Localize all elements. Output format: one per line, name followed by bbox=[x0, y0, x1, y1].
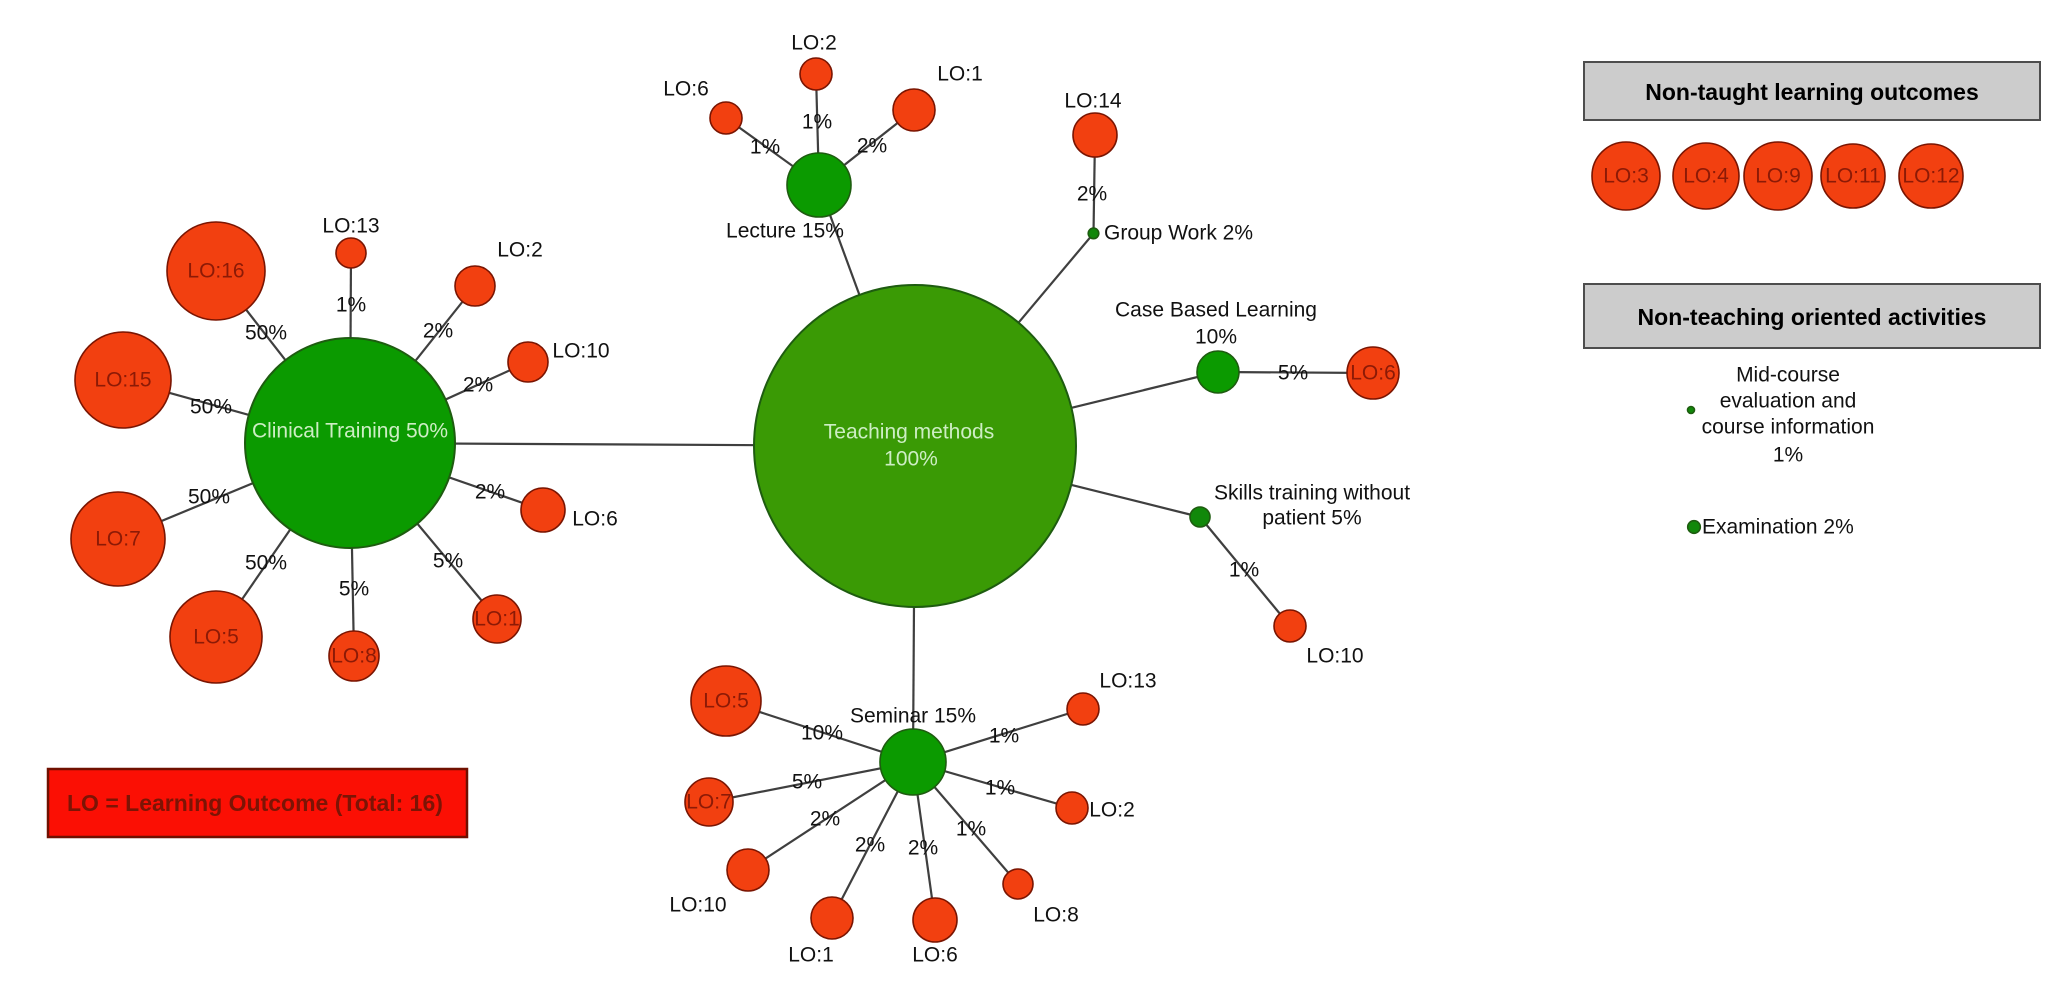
svg-text:Teaching methods: Teaching methods bbox=[824, 421, 994, 444]
svg-text:LO:6: LO:6 bbox=[1350, 362, 1396, 385]
svg-text:LO:15: LO:15 bbox=[94, 369, 151, 392]
svg-text:LO:10: LO:10 bbox=[1306, 645, 1363, 668]
svg-text:LO:6: LO:6 bbox=[663, 78, 709, 101]
svg-text:50%: 50% bbox=[190, 396, 232, 419]
svg-text:2%: 2% bbox=[423, 320, 453, 343]
svg-text:Non-taught learning outcomes: Non-taught learning outcomes bbox=[1645, 79, 1979, 105]
svg-text:1%: 1% bbox=[956, 818, 986, 841]
svg-text:Examination 2%: Examination 2% bbox=[1702, 516, 1854, 539]
svg-text:patient 5%: patient 5% bbox=[1262, 507, 1361, 530]
svg-text:5%: 5% bbox=[1278, 362, 1308, 385]
svg-text:50%: 50% bbox=[245, 552, 287, 575]
svg-text:1%: 1% bbox=[336, 294, 366, 317]
svg-text:LO:12: LO:12 bbox=[1902, 165, 1959, 188]
svg-text:Clinical Training 50%: Clinical Training 50% bbox=[252, 420, 448, 443]
svg-text:LO:7: LO:7 bbox=[95, 528, 141, 551]
svg-text:Skills training without: Skills training without bbox=[1214, 482, 1410, 505]
svg-text:LO:2: LO:2 bbox=[791, 32, 837, 55]
svg-text:LO:6: LO:6 bbox=[912, 944, 958, 967]
svg-text:2%: 2% bbox=[857, 135, 887, 158]
svg-text:2%: 2% bbox=[1077, 183, 1107, 206]
svg-text:2%: 2% bbox=[908, 837, 938, 860]
svg-text:LO:2: LO:2 bbox=[1089, 799, 1135, 822]
svg-text:course information: course information bbox=[1702, 416, 1875, 439]
svg-text:LO:5: LO:5 bbox=[703, 690, 749, 713]
svg-text:LO:11: LO:11 bbox=[1825, 165, 1881, 188]
svg-text:LO:8: LO:8 bbox=[1033, 904, 1079, 927]
svg-text:LO:16: LO:16 bbox=[187, 260, 244, 283]
svg-text:10%: 10% bbox=[801, 722, 843, 745]
svg-text:1%: 1% bbox=[985, 777, 1015, 800]
svg-text:LO:13: LO:13 bbox=[322, 215, 379, 238]
svg-text:Lecture 15%: Lecture 15% bbox=[726, 220, 844, 243]
svg-text:LO:2: LO:2 bbox=[497, 239, 543, 262]
svg-text:LO:6: LO:6 bbox=[572, 508, 618, 531]
svg-text:2%: 2% bbox=[475, 481, 505, 504]
svg-text:1%: 1% bbox=[750, 136, 780, 159]
svg-text:Case Based Learning: Case Based Learning bbox=[1115, 299, 1317, 322]
svg-text:1%: 1% bbox=[1773, 444, 1803, 467]
svg-text:LO:1: LO:1 bbox=[474, 608, 520, 631]
svg-text:Mid-course: Mid-course bbox=[1736, 364, 1840, 387]
svg-text:50%: 50% bbox=[245, 322, 287, 345]
svg-text:10%: 10% bbox=[1195, 326, 1237, 349]
svg-text:50%: 50% bbox=[188, 486, 230, 509]
svg-text:Seminar 15%: Seminar 15% bbox=[850, 705, 976, 728]
svg-text:LO:3: LO:3 bbox=[1603, 165, 1649, 188]
svg-text:LO:1: LO:1 bbox=[788, 944, 834, 967]
svg-text:LO:13: LO:13 bbox=[1099, 670, 1156, 693]
svg-text:LO:7: LO:7 bbox=[686, 791, 732, 814]
svg-text:5%: 5% bbox=[433, 550, 463, 573]
svg-text:LO:1: LO:1 bbox=[937, 63, 983, 86]
svg-text:LO:10: LO:10 bbox=[669, 894, 726, 917]
svg-text:2%: 2% bbox=[810, 808, 840, 831]
svg-text:2%: 2% bbox=[855, 834, 885, 857]
svg-text:1%: 1% bbox=[802, 111, 832, 134]
svg-text:LO:5: LO:5 bbox=[193, 626, 239, 649]
svg-text:1%: 1% bbox=[1229, 559, 1259, 582]
svg-text:LO:14: LO:14 bbox=[1064, 90, 1122, 113]
svg-text:100%: 100% bbox=[884, 448, 938, 471]
svg-text:5%: 5% bbox=[792, 771, 822, 794]
svg-text:LO:8: LO:8 bbox=[331, 645, 377, 668]
svg-text:LO:10: LO:10 bbox=[552, 340, 609, 363]
svg-text:LO:9: LO:9 bbox=[1755, 165, 1801, 188]
svg-text:LO = Learning Outcome (Total:: LO = Learning Outcome (Total: 16) bbox=[67, 790, 443, 816]
svg-text:1%: 1% bbox=[989, 725, 1019, 748]
svg-text:LO:4: LO:4 bbox=[1683, 165, 1729, 188]
svg-text:Non-teaching oriented activiti: Non-teaching oriented activities bbox=[1638, 304, 1987, 330]
svg-text:5%: 5% bbox=[339, 578, 369, 601]
svg-text:evaluation and: evaluation and bbox=[1720, 390, 1857, 413]
svg-text:2%: 2% bbox=[463, 374, 493, 397]
svg-text:Group Work 2%: Group Work 2% bbox=[1104, 222, 1253, 245]
